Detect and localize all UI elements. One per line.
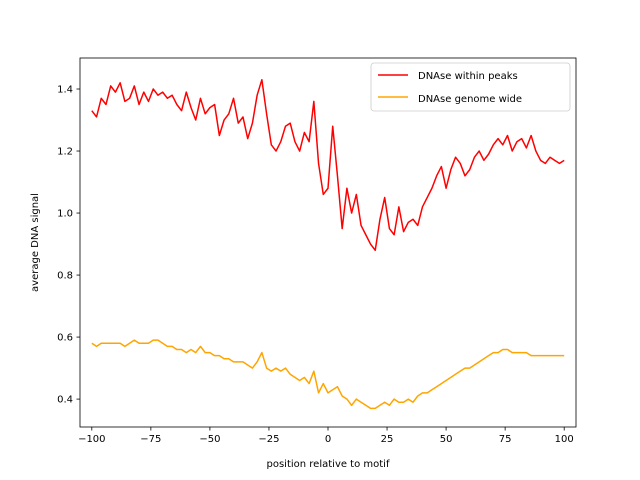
x-tick-label: −50 [199,434,220,445]
legend-box [370,62,571,112]
y-tick-label: 0.8 [57,271,73,282]
legend-label-peaks: DNAse within peaks [418,71,518,82]
y-tick-label: 0.6 [57,333,73,344]
x-tick-label: −100 [78,434,105,445]
x-tick-label: −25 [258,434,279,445]
x-tick-label: −75 [140,434,161,445]
y-tick-label: 1.0 [57,209,73,220]
y-axis: 0.4 0.6 0.8 1.0 1.2 1.4 [57,85,80,406]
series-layer [91,78,565,410]
y-tick-label: 1.4 [57,85,73,96]
y-tick-label: 0.4 [57,395,73,406]
x-tick-label: 25 [381,434,394,445]
series-line-peaks [91,78,565,251]
x-tick-label: 75 [499,434,512,445]
x-axis: −100 −75 −50 −25 0 25 50 75 100 [78,427,574,445]
x-tick-label: 0 [325,434,331,445]
legend: DNAse within peaks DNAse genome wide [370,62,571,112]
x-axis-label: position relative to motif [267,459,390,470]
x-tick-label: 100 [555,434,574,445]
series-line-genome-wide [91,339,565,410]
y-tick-label: 1.2 [57,147,73,158]
legend-label-genome: DNAse genome wide [418,94,522,105]
x-tick-label: 50 [440,434,453,445]
y-axis-label: average DNA signal [30,193,41,292]
